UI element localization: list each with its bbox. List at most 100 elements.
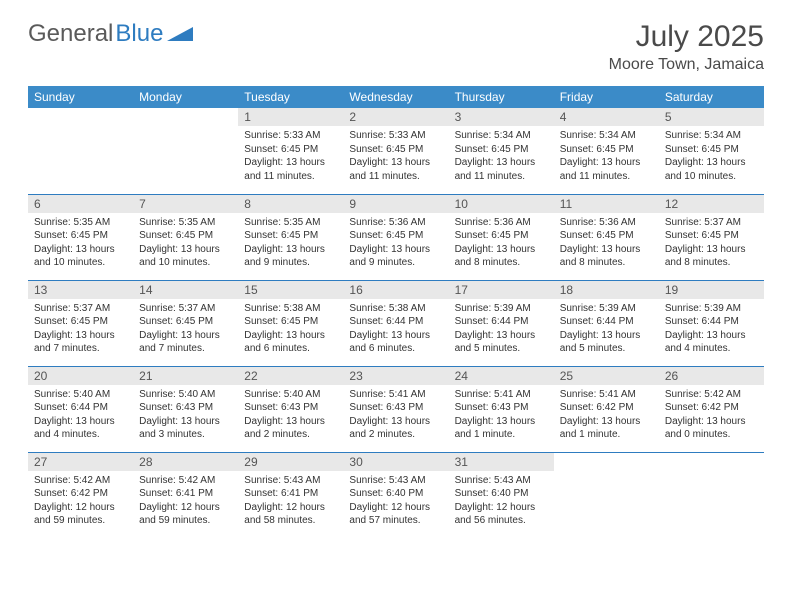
calendar-day-cell: 14Sunrise: 5:37 AMSunset: 6:45 PMDayligh… [133, 280, 238, 366]
page-header: GeneralBlue July 2025 Moore Town, Jamaic… [28, 20, 764, 74]
daylight-text: Daylight: 13 hours and 9 minutes. [349, 243, 442, 270]
sunrise-text: Sunrise: 5:37 AM [665, 216, 758, 230]
day-content: Sunrise: 5:33 AMSunset: 6:45 PMDaylight:… [343, 126, 448, 186]
sunset-text: Sunset: 6:45 PM [455, 229, 548, 243]
calendar-day-cell: 2Sunrise: 5:33 AMSunset: 6:45 PMDaylight… [343, 108, 448, 194]
day-content: Sunrise: 5:33 AMSunset: 6:45 PMDaylight:… [238, 126, 343, 186]
day-number: 17 [449, 281, 554, 299]
sunrise-text: Sunrise: 5:38 AM [244, 302, 337, 316]
day-content: Sunrise: 5:36 AMSunset: 6:45 PMDaylight:… [554, 213, 659, 273]
location-label: Moore Town, Jamaica [609, 56, 764, 74]
day-content: Sunrise: 5:39 AMSunset: 6:44 PMDaylight:… [449, 299, 554, 359]
sunset-text: Sunset: 6:45 PM [560, 229, 653, 243]
daylight-text: Daylight: 12 hours and 59 minutes. [139, 501, 232, 528]
sunrise-text: Sunrise: 5:37 AM [139, 302, 232, 316]
sunset-text: Sunset: 6:45 PM [34, 229, 127, 243]
day-number: 7 [133, 195, 238, 213]
calendar-day-cell: 26Sunrise: 5:42 AMSunset: 6:42 PMDayligh… [659, 366, 764, 452]
day-content: Sunrise: 5:39 AMSunset: 6:44 PMDaylight:… [554, 299, 659, 359]
brand-logo: GeneralBlue [28, 20, 193, 48]
calendar-day-cell: 31Sunrise: 5:43 AMSunset: 6:40 PMDayligh… [449, 452, 554, 538]
day-content: Sunrise: 5:37 AMSunset: 6:45 PMDaylight:… [659, 213, 764, 273]
sunset-text: Sunset: 6:41 PM [139, 487, 232, 501]
calendar-day-cell: 1Sunrise: 5:33 AMSunset: 6:45 PMDaylight… [238, 108, 343, 194]
sunrise-text: Sunrise: 5:41 AM [349, 388, 442, 402]
sunset-text: Sunset: 6:44 PM [34, 401, 127, 415]
day-number: 14 [133, 281, 238, 299]
sunrise-text: Sunrise: 5:34 AM [665, 129, 758, 143]
daylight-text: Daylight: 13 hours and 7 minutes. [34, 329, 127, 356]
sunrise-text: Sunrise: 5:39 AM [665, 302, 758, 316]
calendar-day-cell: 10Sunrise: 5:36 AMSunset: 6:45 PMDayligh… [449, 194, 554, 280]
sunrise-text: Sunrise: 5:35 AM [139, 216, 232, 230]
day-content: Sunrise: 5:42 AMSunset: 6:41 PMDaylight:… [133, 471, 238, 531]
day-content: Sunrise: 5:42 AMSunset: 6:42 PMDaylight:… [659, 385, 764, 445]
day-number: 12 [659, 195, 764, 213]
day-number: 22 [238, 367, 343, 385]
daylight-text: Daylight: 13 hours and 11 minutes. [244, 156, 337, 183]
sunset-text: Sunset: 6:45 PM [455, 143, 548, 157]
calendar-day-cell: 17Sunrise: 5:39 AMSunset: 6:44 PMDayligh… [449, 280, 554, 366]
sunrise-text: Sunrise: 5:39 AM [560, 302, 653, 316]
day-number: 8 [238, 195, 343, 213]
daylight-text: Daylight: 13 hours and 8 minutes. [560, 243, 653, 270]
daylight-text: Daylight: 13 hours and 4 minutes. [665, 329, 758, 356]
day-content: Sunrise: 5:34 AMSunset: 6:45 PMDaylight:… [449, 126, 554, 186]
daylight-text: Daylight: 13 hours and 5 minutes. [455, 329, 548, 356]
calendar-day-cell: 8Sunrise: 5:35 AMSunset: 6:45 PMDaylight… [238, 194, 343, 280]
daylight-text: Daylight: 12 hours and 57 minutes. [349, 501, 442, 528]
daylight-text: Daylight: 13 hours and 10 minutes. [139, 243, 232, 270]
sunset-text: Sunset: 6:45 PM [244, 315, 337, 329]
sunrise-text: Sunrise: 5:35 AM [244, 216, 337, 230]
day-number: 4 [554, 108, 659, 126]
day-content: Sunrise: 5:40 AMSunset: 6:43 PMDaylight:… [238, 385, 343, 445]
sunrise-text: Sunrise: 5:40 AM [34, 388, 127, 402]
sunset-text: Sunset: 6:45 PM [665, 143, 758, 157]
calendar-day-cell: 27Sunrise: 5:42 AMSunset: 6:42 PMDayligh… [28, 452, 133, 538]
day-number: 9 [343, 195, 448, 213]
calendar-day-cell: 6Sunrise: 5:35 AMSunset: 6:45 PMDaylight… [28, 194, 133, 280]
day-number: 28 [133, 453, 238, 471]
calendar-day-cell: 29Sunrise: 5:43 AMSunset: 6:41 PMDayligh… [238, 452, 343, 538]
sunrise-text: Sunrise: 5:34 AM [455, 129, 548, 143]
calendar-day-cell: 28Sunrise: 5:42 AMSunset: 6:41 PMDayligh… [133, 452, 238, 538]
weekday-header: Wednesday [343, 86, 448, 108]
weekday-header: Thursday [449, 86, 554, 108]
calendar-week-row: 6Sunrise: 5:35 AMSunset: 6:45 PMDaylight… [28, 194, 764, 280]
calendar-day-cell [28, 108, 133, 194]
daylight-text: Daylight: 12 hours and 56 minutes. [455, 501, 548, 528]
calendar-day-cell: 21Sunrise: 5:40 AMSunset: 6:43 PMDayligh… [133, 366, 238, 452]
day-content: Sunrise: 5:38 AMSunset: 6:44 PMDaylight:… [343, 299, 448, 359]
day-content: Sunrise: 5:34 AMSunset: 6:45 PMDaylight:… [554, 126, 659, 186]
day-number: 29 [238, 453, 343, 471]
day-number: 2 [343, 108, 448, 126]
sunrise-text: Sunrise: 5:39 AM [455, 302, 548, 316]
calendar-day-cell: 25Sunrise: 5:41 AMSunset: 6:42 PMDayligh… [554, 366, 659, 452]
day-content: Sunrise: 5:38 AMSunset: 6:45 PMDaylight:… [238, 299, 343, 359]
sunrise-text: Sunrise: 5:36 AM [455, 216, 548, 230]
calendar-body: 1Sunrise: 5:33 AMSunset: 6:45 PMDaylight… [28, 108, 764, 538]
sunset-text: Sunset: 6:40 PM [455, 487, 548, 501]
daylight-text: Daylight: 13 hours and 4 minutes. [34, 415, 127, 442]
sunset-text: Sunset: 6:43 PM [349, 401, 442, 415]
daylight-text: Daylight: 13 hours and 11 minutes. [349, 156, 442, 183]
sunrise-text: Sunrise: 5:36 AM [560, 216, 653, 230]
day-content: Sunrise: 5:36 AMSunset: 6:45 PMDaylight:… [449, 213, 554, 273]
daylight-text: Daylight: 13 hours and 8 minutes. [665, 243, 758, 270]
day-content: Sunrise: 5:42 AMSunset: 6:42 PMDaylight:… [28, 471, 133, 531]
calendar-table: Sunday Monday Tuesday Wednesday Thursday… [28, 86, 764, 538]
sunset-text: Sunset: 6:45 PM [244, 229, 337, 243]
day-content: Sunrise: 5:40 AMSunset: 6:43 PMDaylight:… [133, 385, 238, 445]
weekday-header: Tuesday [238, 86, 343, 108]
daylight-text: Daylight: 13 hours and 1 minute. [560, 415, 653, 442]
sunset-text: Sunset: 6:45 PM [34, 315, 127, 329]
sunset-text: Sunset: 6:43 PM [455, 401, 548, 415]
sunrise-text: Sunrise: 5:42 AM [665, 388, 758, 402]
calendar-day-cell: 4Sunrise: 5:34 AMSunset: 6:45 PMDaylight… [554, 108, 659, 194]
sunrise-text: Sunrise: 5:43 AM [244, 474, 337, 488]
weekday-header: Sunday [28, 86, 133, 108]
day-number: 18 [554, 281, 659, 299]
sunrise-text: Sunrise: 5:42 AM [34, 474, 127, 488]
calendar-day-cell: 15Sunrise: 5:38 AMSunset: 6:45 PMDayligh… [238, 280, 343, 366]
calendar-day-cell: 20Sunrise: 5:40 AMSunset: 6:44 PMDayligh… [28, 366, 133, 452]
